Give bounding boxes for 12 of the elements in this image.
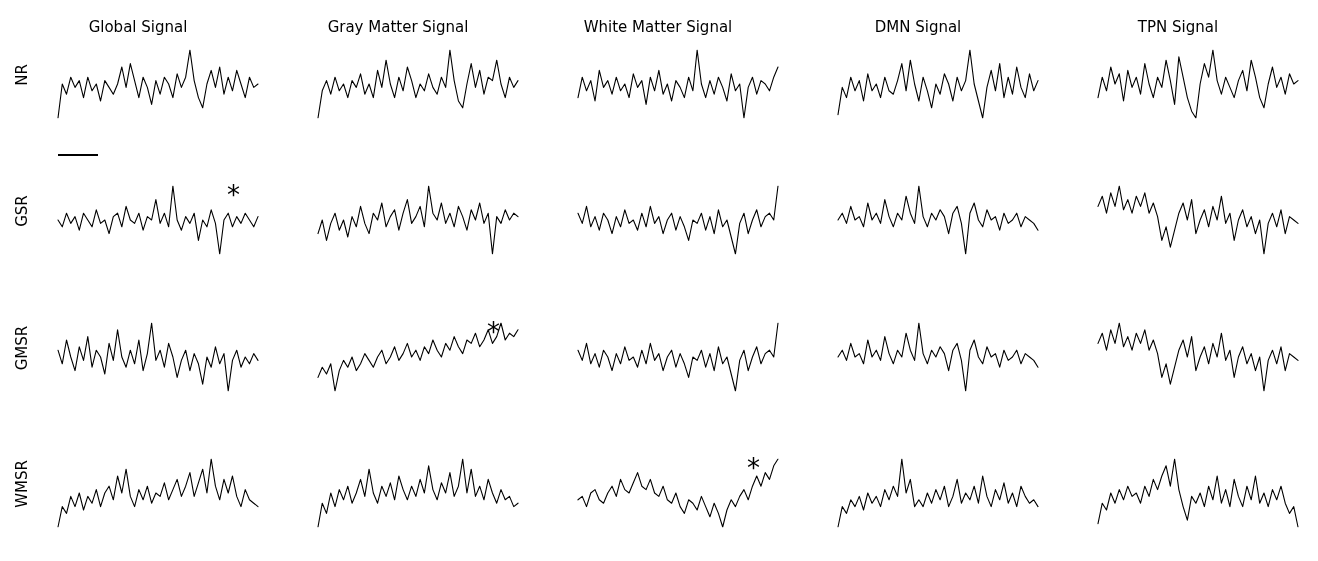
chart-title: White Matter Signal	[583, 17, 733, 36]
y-axis-title: GSR	[12, 195, 31, 228]
chart-title: Gray Matter Signal	[327, 17, 469, 36]
annotation: *	[747, 452, 760, 483]
y-axis-title: WMSR	[12, 459, 31, 508]
annotation: *	[487, 316, 500, 347]
annotation: *	[227, 180, 240, 211]
y-axis-title: GMSR	[12, 325, 31, 370]
chart-title: DMN Signal	[874, 17, 962, 36]
chart-title: TPN Signal	[1136, 17, 1219, 36]
y-axis-title: NR	[12, 64, 31, 86]
chart-title: Global Signal	[88, 17, 188, 36]
